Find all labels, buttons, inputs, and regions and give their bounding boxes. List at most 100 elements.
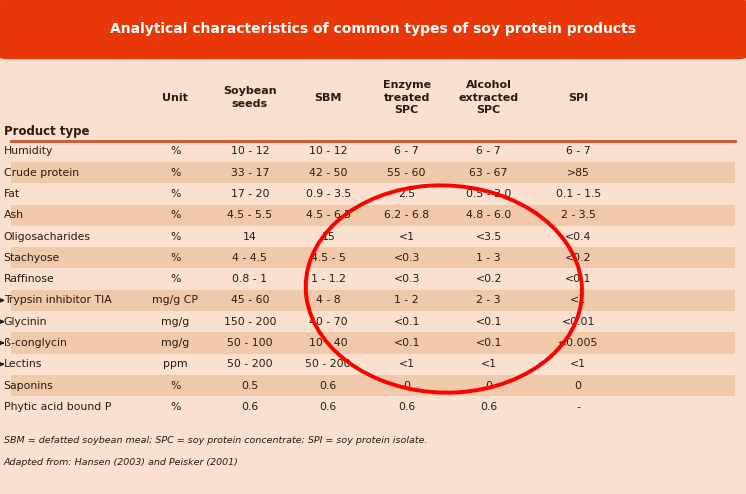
Text: 10 - 12: 10 - 12 [231, 146, 269, 157]
Text: mg/g: mg/g [161, 338, 189, 348]
Text: %: % [170, 167, 181, 178]
Text: 17 - 20: 17 - 20 [231, 189, 269, 199]
Text: 0: 0 [485, 380, 492, 391]
Text: 4 - 8: 4 - 8 [316, 295, 341, 305]
Text: Enzyme
treated
SPC: Enzyme treated SPC [383, 80, 430, 115]
Text: %: % [170, 210, 181, 220]
Text: <1: <1 [570, 359, 586, 369]
Text: 0.6: 0.6 [319, 380, 337, 391]
Text: <0.4: <0.4 [565, 232, 592, 242]
Text: Oligosacharides: Oligosacharides [4, 232, 91, 242]
FancyBboxPatch shape [0, 0, 746, 59]
Text: <0.2: <0.2 [565, 253, 592, 263]
Text: 150 - 200: 150 - 200 [224, 317, 276, 327]
Text: mg/g CP: mg/g CP [152, 295, 198, 305]
Text: %: % [170, 189, 181, 199]
FancyBboxPatch shape [11, 205, 735, 226]
Text: 15: 15 [322, 232, 335, 242]
Text: Saponins: Saponins [4, 380, 54, 391]
Text: 6 - 7: 6 - 7 [476, 146, 501, 157]
Text: %: % [170, 380, 181, 391]
Text: <0.1: <0.1 [393, 338, 420, 348]
Text: <3.5: <3.5 [475, 232, 502, 242]
Text: 2 - 3: 2 - 3 [476, 295, 501, 305]
Text: 1 - 3: 1 - 3 [476, 253, 501, 263]
Text: 50 - 100: 50 - 100 [227, 338, 273, 348]
Text: <1: <1 [570, 295, 586, 305]
Text: <0.005: <0.005 [558, 338, 598, 348]
Text: SBM: SBM [315, 92, 342, 103]
Text: Unit: Unit [163, 92, 188, 103]
FancyBboxPatch shape [11, 247, 735, 268]
Text: Ash: Ash [4, 210, 24, 220]
Text: <0.1: <0.1 [475, 317, 502, 327]
Text: %: % [170, 232, 181, 242]
Text: 1 - 2: 1 - 2 [394, 295, 419, 305]
Text: 63 - 67: 63 - 67 [469, 167, 508, 178]
Text: 0.6: 0.6 [480, 402, 498, 412]
Text: Product type: Product type [4, 125, 90, 138]
Text: 0.5: 0.5 [241, 380, 259, 391]
FancyBboxPatch shape [11, 290, 735, 311]
Text: <1: <1 [398, 359, 415, 369]
FancyBboxPatch shape [11, 375, 735, 396]
Text: SPI: SPI [568, 92, 588, 103]
Text: 45 - 60: 45 - 60 [231, 295, 269, 305]
Text: 2.5: 2.5 [398, 189, 415, 199]
Text: 4.5 - 5.5: 4.5 - 5.5 [228, 210, 272, 220]
Text: 0.5 - 3.0: 0.5 - 3.0 [466, 189, 511, 199]
Text: <0.1: <0.1 [393, 317, 420, 327]
Text: Lectins: Lectins [4, 359, 42, 369]
Text: Stachyose: Stachyose [4, 253, 60, 263]
Text: Fat: Fat [4, 189, 20, 199]
Text: 10 - 40: 10 - 40 [309, 338, 348, 348]
Text: Humidity: Humidity [4, 146, 53, 157]
Text: 0.6: 0.6 [241, 402, 259, 412]
Text: 6 - 7: 6 - 7 [565, 146, 591, 157]
Text: %: % [170, 274, 181, 284]
Text: <1: <1 [398, 232, 415, 242]
Text: 0.6: 0.6 [398, 402, 416, 412]
Text: <1: <1 [480, 359, 497, 369]
Text: <0.1: <0.1 [475, 338, 502, 348]
Text: ß-conglycin: ß-conglycin [4, 338, 66, 348]
Text: 1 - 1.2: 1 - 1.2 [311, 274, 345, 284]
Text: 6 - 7: 6 - 7 [394, 146, 419, 157]
Text: 42 - 50: 42 - 50 [309, 167, 348, 178]
Text: 50 - 200: 50 - 200 [305, 359, 351, 369]
Text: %: % [170, 253, 181, 263]
Text: SBM = defatted soybean meal; SPC = soy protein concentrate; SPI = soy protein is: SBM = defatted soybean meal; SPC = soy p… [4, 436, 427, 445]
Text: <0.01: <0.01 [562, 317, 595, 327]
Text: Raffinose: Raffinose [4, 274, 54, 284]
FancyBboxPatch shape [11, 162, 735, 183]
Text: 33 - 17: 33 - 17 [231, 167, 269, 178]
Text: 55 - 60: 55 - 60 [387, 167, 426, 178]
Text: %: % [170, 402, 181, 412]
Text: -: - [576, 402, 580, 412]
Text: Glycinin: Glycinin [4, 317, 47, 327]
Text: 0.6: 0.6 [319, 402, 337, 412]
Text: <0.3: <0.3 [393, 274, 420, 284]
Text: 0.9 - 3.5: 0.9 - 3.5 [306, 189, 351, 199]
Text: 14: 14 [243, 232, 257, 242]
Text: 4.5 - 5: 4.5 - 5 [311, 253, 345, 263]
FancyBboxPatch shape [11, 332, 735, 354]
Text: 0.8 - 1: 0.8 - 1 [233, 274, 267, 284]
Text: 0: 0 [574, 380, 582, 391]
Text: 2 - 3.5: 2 - 3.5 [561, 210, 595, 220]
Text: 10 - 12: 10 - 12 [309, 146, 348, 157]
Text: %: % [170, 146, 181, 157]
Text: Analytical characteristics of common types of soy protein products: Analytical characteristics of common typ… [110, 22, 636, 36]
Text: Alcohol
extracted
SPC: Alcohol extracted SPC [459, 80, 518, 115]
Text: 4.8 - 6.0: 4.8 - 6.0 [466, 210, 511, 220]
Text: 50 - 200: 50 - 200 [227, 359, 273, 369]
Text: mg/g: mg/g [161, 317, 189, 327]
Text: Trypsin inhibitor TIA: Trypsin inhibitor TIA [4, 295, 111, 305]
Text: 4.5 - 6.5: 4.5 - 6.5 [306, 210, 351, 220]
Text: <0.3: <0.3 [393, 253, 420, 263]
Text: Adapted from: Hansen (2003) and Peisker (2001): Adapted from: Hansen (2003) and Peisker … [4, 458, 239, 467]
Text: 0.1 - 1.5: 0.1 - 1.5 [556, 189, 601, 199]
Text: Soybean
seeds: Soybean seeds [223, 86, 277, 109]
Text: <0.2: <0.2 [475, 274, 502, 284]
Text: 40 - 70: 40 - 70 [309, 317, 348, 327]
